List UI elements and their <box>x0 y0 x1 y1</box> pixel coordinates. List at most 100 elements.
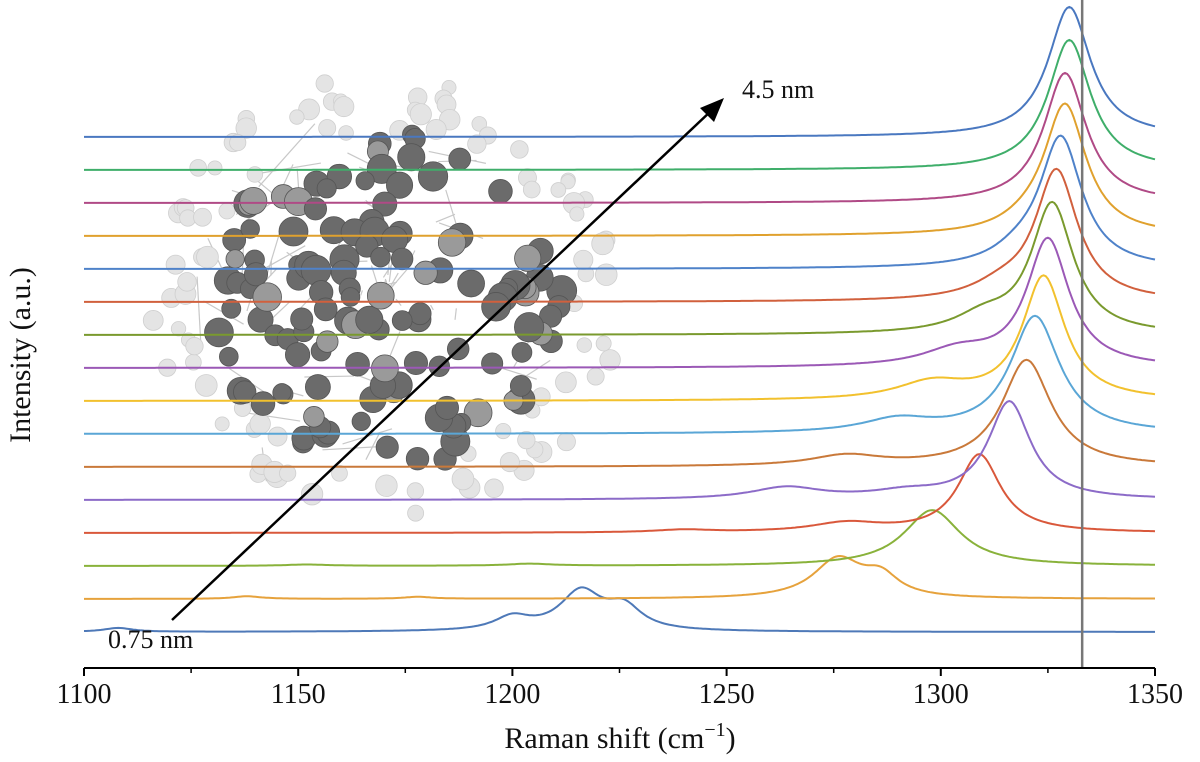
carbon-atom <box>273 384 291 402</box>
carbon-atom <box>317 179 336 198</box>
y-axis-title: Intensity (a.u.) <box>4 267 37 443</box>
hydrogen-atom <box>407 483 423 499</box>
carbon-atom <box>489 179 513 203</box>
x-axis <box>84 668 1155 676</box>
carbon-atom <box>305 375 330 400</box>
carbon-atom <box>515 245 541 271</box>
hydrogen-atom <box>551 183 566 198</box>
carbon-atom <box>356 306 383 333</box>
hydrogen-atom <box>171 322 185 336</box>
x-axis-title: Raman shift (cm−1) <box>504 719 735 755</box>
hydrogen-atom <box>500 453 519 472</box>
hydrogen-atom <box>268 427 287 446</box>
hydrogen-atom <box>178 273 197 292</box>
carbon-atom <box>398 144 425 171</box>
x-axis-title-close: ) <box>726 722 736 755</box>
carbon-atom <box>226 250 244 268</box>
hydrogen-atom <box>408 505 424 521</box>
hydrogen-atom <box>195 374 217 396</box>
carbon-atom <box>356 172 374 190</box>
hydrogen-atom <box>570 207 584 221</box>
bond <box>361 290 363 295</box>
carbon-atom <box>438 229 465 256</box>
hydrogen-atom <box>587 368 604 385</box>
hydrogen-atom <box>186 337 203 354</box>
hydrogen-atom <box>557 433 575 451</box>
carbon-atom <box>352 412 370 430</box>
carbon-atom <box>304 198 326 220</box>
x-tick-label: 1350 <box>1127 679 1183 710</box>
carbon-atom <box>367 282 394 309</box>
carbon-atom <box>341 288 360 307</box>
hydrogen-atom <box>452 468 474 490</box>
carbon-atom <box>285 343 309 367</box>
carbon-atom <box>291 308 313 330</box>
hydrogen-atom <box>410 104 431 125</box>
nanodiamond-cluster-illustration <box>143 75 620 521</box>
carbon-atom <box>253 283 282 312</box>
carbon-atom <box>304 406 325 427</box>
carbon-atom <box>449 148 471 170</box>
hydrogen-atom <box>511 141 529 159</box>
hydrogen-atom <box>523 181 540 198</box>
carbon-atom <box>205 318 234 347</box>
hydrogen-atom <box>319 120 336 137</box>
x-tick-label: 1100 <box>57 679 112 710</box>
hydrogen-atom <box>596 336 611 351</box>
hydrogen-atom <box>250 414 271 435</box>
carbon-atom <box>404 351 427 374</box>
hydrogen-atom <box>166 255 185 274</box>
spectrum-2 <box>84 556 1155 599</box>
hydrogen-atom <box>496 423 511 438</box>
hydrogen-atom <box>197 246 219 268</box>
hydrogen-atom <box>215 417 229 431</box>
hydrogen-atom <box>194 208 212 226</box>
x-axis-title-main: Raman shift (cm <box>504 722 704 755</box>
hydrogen-atom <box>219 203 235 219</box>
carbon-atom <box>244 263 267 286</box>
carbon-atom <box>392 311 412 331</box>
spectrum-15 <box>84 40 1155 170</box>
carbon-atom <box>418 162 447 191</box>
x-tick-label: 1150 <box>271 679 326 710</box>
bond <box>197 277 201 341</box>
annotation-4-5-nm: 4.5 nm <box>742 75 814 104</box>
carbon-atom <box>219 347 238 366</box>
carbon-atom <box>279 217 308 246</box>
hydrogen-atom <box>574 250 593 269</box>
hydrogen-atom <box>595 264 617 286</box>
hydrogen-atom <box>577 338 592 353</box>
hydrogen-atom <box>190 160 207 177</box>
carbon-atom <box>301 255 331 285</box>
x-tick-label: 1300 <box>913 679 969 710</box>
x-tick-labels: 110011501200125013001350 <box>57 679 1183 710</box>
carbon-atom <box>240 187 267 214</box>
x-axis-title-exponent: −1 <box>704 719 725 741</box>
hydrogen-atom <box>208 161 222 175</box>
hydrogen-atom <box>316 75 333 92</box>
carbon-atom <box>346 352 370 376</box>
spectra-group <box>84 7 1155 632</box>
carbon-atom <box>482 353 503 374</box>
carbon-atom <box>512 342 532 362</box>
spectrum-3 <box>84 510 1155 566</box>
hydrogen-atom <box>376 475 398 497</box>
carbon-atom <box>482 292 511 321</box>
hydrogen-atom <box>290 110 304 124</box>
x-tick-label: 1200 <box>484 679 540 710</box>
carbon-atom <box>391 248 413 270</box>
carbon-atom <box>376 436 398 458</box>
carbon-atom <box>458 270 485 297</box>
hydrogen-atom <box>143 310 163 330</box>
carbon-atom <box>510 375 531 396</box>
bond <box>436 214 455 222</box>
carbon-atom <box>371 247 391 267</box>
hydrogen-atom <box>485 479 504 498</box>
bond <box>431 305 434 310</box>
annotation-0-75-nm: 0.75 nm <box>108 625 193 654</box>
hydrogen-atom <box>555 372 576 393</box>
spectrum-1 <box>84 587 1155 632</box>
hydrogen-atom <box>334 97 354 117</box>
